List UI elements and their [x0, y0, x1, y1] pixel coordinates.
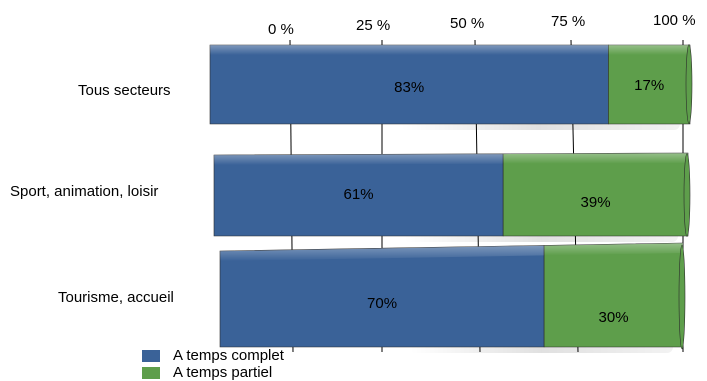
data-label: 17%	[634, 77, 664, 94]
x-tick-label: 100 %	[653, 12, 696, 29]
bar-segment	[543, 242, 684, 348]
x-tick-label: 50 %	[450, 15, 484, 32]
bars: 83% 17% 61% 39% 70% 30%	[209, 44, 693, 353]
data-label: 39%	[581, 194, 611, 211]
category-label: Sport, animation, loisir	[10, 183, 158, 200]
category-labels: Tous secteurs Sport, animation, loisir Tou…	[10, 82, 174, 306]
bar-highlight	[544, 243, 683, 256]
bar-highlight	[503, 153, 688, 164]
bar-highlight	[210, 45, 609, 55]
x-tick-label: 25 %	[356, 17, 390, 34]
data-label: 70%	[367, 295, 397, 312]
legend-label-complet: A temps complet	[173, 347, 284, 364]
legend-item-partiel: A temps partiel	[142, 364, 284, 381]
bar-end-cap	[685, 44, 693, 124]
data-label: 30%	[599, 309, 629, 326]
category-label: Tous secteurs	[78, 82, 171, 99]
legend: A temps complet A temps partiel	[142, 347, 284, 381]
x-tick-label: 75 %	[551, 13, 585, 30]
bar-end-cap	[683, 153, 691, 237]
x-tick-label: 0 %	[268, 21, 294, 38]
x-axis-tick-labels: 0 % 25 % 50 % 75 % 100 %	[268, 12, 696, 38]
legend-swatch-partiel	[142, 366, 160, 379]
bar-highlight	[608, 45, 690, 55]
data-label: 61%	[344, 186, 374, 203]
legend-swatch-complet	[142, 349, 160, 362]
legend-item-complet: A temps complet	[142, 347, 284, 364]
bar-segment	[502, 152, 689, 237]
bar-highlight	[214, 153, 504, 165]
bar-end-cap	[678, 244, 686, 350]
bar-highlight	[220, 245, 545, 261]
category-label: Tourisme, accueil	[58, 289, 174, 306]
legend-label-partiel: A temps partiel	[173, 364, 273, 381]
data-label: 83%	[394, 79, 424, 96]
